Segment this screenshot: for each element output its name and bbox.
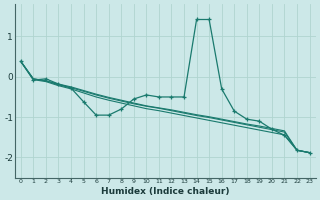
X-axis label: Humidex (Indice chaleur): Humidex (Indice chaleur) (101, 187, 229, 196)
